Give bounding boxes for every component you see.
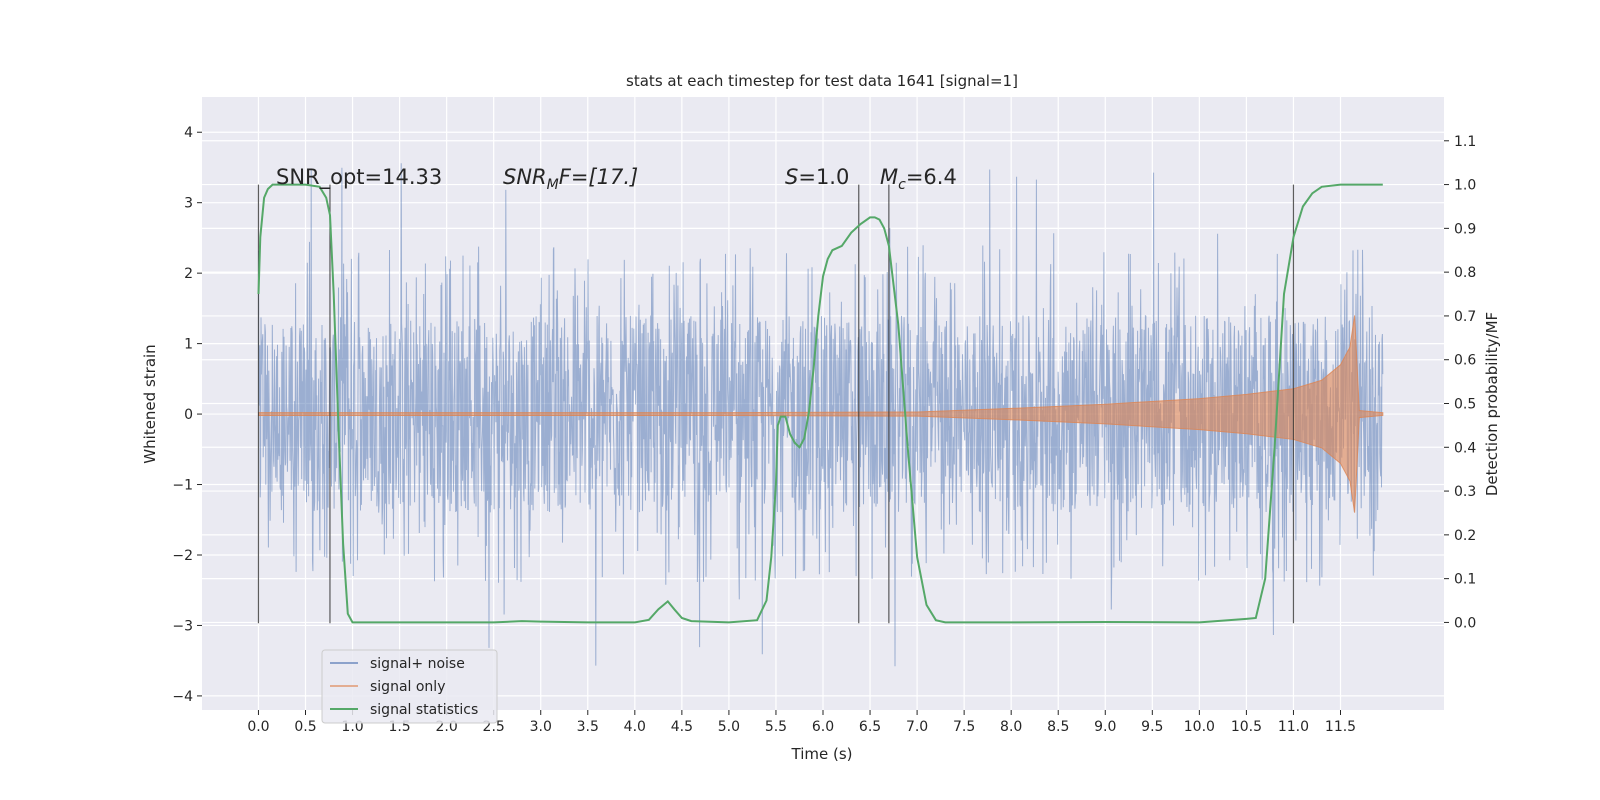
y-right-axis-ticks: 1.1 1.0 0.9 0.8 0.7 0.6 0.5 0.4 0.3 0.2 0.1 0.0 bbox=[1444, 134, 1476, 631]
signal-only-series bbox=[257, 315, 1384, 513]
y-tick-label-5: −1 bbox=[172, 478, 193, 494]
annotation-mc-main: M bbox=[880, 165, 898, 189]
signal-noise-series bbox=[258, 163, 1384, 667]
x-tick-label-12: 6.0 bbox=[812, 719, 834, 735]
y-right-tick-label-6: 0.5 bbox=[1454, 397, 1476, 413]
y-tick-label-4: 0 bbox=[184, 407, 193, 423]
y-right-tick-label-5: 0.6 bbox=[1454, 353, 1476, 369]
signal-statistics-series bbox=[257, 183, 1383, 624]
y-right-tick-label-3: 0.8 bbox=[1454, 265, 1476, 281]
y-right-tick-label-8: 0.3 bbox=[1454, 484, 1476, 500]
legend-label-signal-noise: signal+ noise bbox=[370, 656, 465, 672]
annotation-s: S=1.0 bbox=[785, 165, 849, 189]
y-tick-label-7: −3 bbox=[172, 618, 193, 634]
y-right-tick-label-2: 0.9 bbox=[1454, 221, 1476, 237]
annotation-mc: Mc=6.4 bbox=[880, 165, 957, 193]
annotation-snr-mf-sub: M bbox=[547, 177, 559, 193]
y-tick-label-2: 2 bbox=[184, 266, 193, 282]
legend-box bbox=[321, 649, 498, 724]
x-tick-label-14: 7.0 bbox=[906, 719, 928, 735]
legend-label-signal-only: signal only bbox=[370, 679, 445, 695]
annotation-s-italic: S bbox=[785, 165, 798, 189]
x-axis-label: Time (s) bbox=[791, 745, 853, 763]
x-tick-label-17: 8.5 bbox=[1047, 719, 1069, 735]
x-tick-label-23: 11.5 bbox=[1325, 719, 1356, 735]
annotation-snr-opt: SNR_opt=14.33 bbox=[276, 165, 442, 190]
x-tick-label-21: 10.5 bbox=[1231, 719, 1262, 735]
x-tick-label-8: 4.0 bbox=[624, 719, 646, 735]
y-right-tick-label-1: 1.0 bbox=[1454, 178, 1476, 194]
y-axis-ticks: 4 3 2 1 0 −1 −2 −3 −4 bbox=[172, 125, 202, 705]
y-right-tick-label-11: 0.0 bbox=[1454, 615, 1476, 631]
annotation-snr-mf-rest: F=[17.] bbox=[559, 165, 638, 189]
y-axis-label: Whitened strain bbox=[141, 344, 159, 463]
y-right-axis-label: Detection probability/MF bbox=[1483, 312, 1501, 496]
x-tick-label-11: 5.5 bbox=[765, 719, 787, 735]
y-tick-label-1: 3 bbox=[184, 196, 193, 212]
signal-noise-trace bbox=[258, 163, 1384, 667]
y-tick-label-8: −4 bbox=[172, 689, 193, 705]
y-right-tick-label-4: 0.7 bbox=[1454, 309, 1476, 325]
signal-statistics-line bbox=[257, 183, 1383, 624]
signal-only-envelope bbox=[257, 315, 1384, 513]
x-tick-label-7: 3.5 bbox=[577, 719, 599, 735]
x-tick-label-1: 0.5 bbox=[294, 719, 316, 735]
y-right-tick-label-7: 0.4 bbox=[1454, 440, 1476, 456]
x-tick-label-18: 9.0 bbox=[1094, 719, 1116, 735]
y-right-tick-label-9: 0.2 bbox=[1454, 528, 1476, 544]
x-tick-label-19: 9.5 bbox=[1141, 719, 1163, 735]
chart-title: stats at each timestep for test data 164… bbox=[626, 72, 1018, 90]
annotation-snr-mf-main: SNR bbox=[503, 165, 547, 189]
annotation-s-rest: =1.0 bbox=[798, 165, 849, 189]
x-tick-label-20: 10.0 bbox=[1184, 719, 1215, 735]
y-right-tick-label-10: 0.1 bbox=[1454, 572, 1476, 588]
x-tick-label-9: 4.5 bbox=[671, 719, 693, 735]
y-right-tick-label-0: 1.1 bbox=[1454, 134, 1476, 150]
x-tick-label-15: 7.5 bbox=[953, 719, 975, 735]
annotation-mc-rest: =6.4 bbox=[906, 165, 957, 189]
y-tick-label-3: 1 bbox=[184, 337, 193, 353]
annotation-snr-mf: SNRMF=[17.] bbox=[503, 165, 638, 193]
x-tick-label-0: 0.0 bbox=[247, 719, 269, 735]
x-axis-ticks: 0.0 0.5 1.0 1.5 2.0 2.5 3.0 3.5 4.0 4.5 5.0 5.5 6.0 6… bbox=[247, 710, 1356, 735]
x-tick-label-6: 3.0 bbox=[530, 719, 552, 735]
annotation-mc-sub: c bbox=[898, 177, 906, 193]
vertical-markers bbox=[257, 184, 1295, 624]
legend-label-signal-statistics: signal statistics bbox=[370, 702, 478, 718]
x-tick-label-10: 5.0 bbox=[718, 719, 740, 735]
x-tick-label-16: 8.0 bbox=[1000, 719, 1022, 735]
x-tick-label-13: 6.5 bbox=[859, 719, 881, 735]
legend: signal+ noise signal only signal statist… bbox=[321, 649, 498, 724]
x-tick-label-22: 11.0 bbox=[1278, 719, 1309, 735]
y-tick-label-6: −2 bbox=[172, 548, 193, 564]
y-tick-label-0: 4 bbox=[184, 125, 193, 141]
